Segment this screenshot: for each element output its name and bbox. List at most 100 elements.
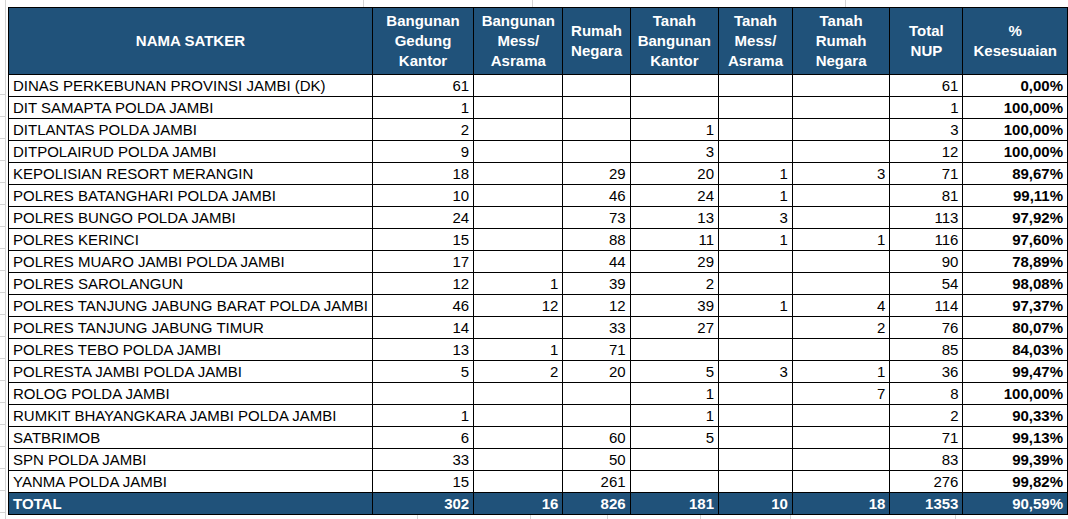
table-row[interactable]: POLRES BUNGO POLDA JAMBI247313311397,92% — [9, 207, 1068, 229]
kesesuaian-cell[interactable]: 100,00% — [963, 97, 1068, 119]
total-nup-cell[interactable]: 3 — [890, 119, 963, 141]
value-cell[interactable]: 7 — [792, 383, 889, 405]
table-row[interactable]: DINAS PERKEBUNAN PROVINSI JAMBI (DK)6161… — [9, 75, 1068, 97]
satker-name-cell[interactable]: POLRES BUNGO POLDA JAMBI — [9, 207, 373, 229]
col-header-tanah-mess-asrama[interactable]: Tanah Mess/ Asrama — [719, 8, 793, 75]
value-cell[interactable]: 1 — [719, 295, 793, 317]
value-cell[interactable]: 17 — [372, 251, 473, 273]
table-row[interactable]: POLRES TEBO POLDA JAMBI131718584,03% — [9, 339, 1068, 361]
kesesuaian-cell[interactable]: 99,47% — [963, 361, 1068, 383]
table-row[interactable]: POLRES TANJUNG JABUNG TIMUR14332727680,0… — [9, 317, 1068, 339]
value-cell[interactable] — [474, 317, 563, 339]
kesesuaian-cell[interactable]: 100,00% — [963, 141, 1068, 163]
value-cell[interactable] — [372, 383, 473, 405]
value-cell[interactable] — [792, 141, 889, 163]
value-cell[interactable] — [719, 251, 793, 273]
satker-name-cell[interactable]: POLRES TANJUNG JABUNG TIMUR — [9, 317, 373, 339]
value-cell[interactable]: 61 — [372, 75, 473, 97]
value-cell[interactable]: 3 — [630, 141, 718, 163]
col-header-tanah-rumah-negara[interactable]: Tanah Rumah Negara — [792, 8, 889, 75]
value-cell[interactable] — [792, 251, 889, 273]
value-cell[interactable] — [630, 471, 718, 493]
table-row[interactable]: POLRES BATANGHARI POLDA JAMBI10462418199… — [9, 185, 1068, 207]
table-row[interactable]: SATBRIMOB66057199,13% — [9, 427, 1068, 449]
total-nup-cell[interactable]: 114 — [890, 295, 963, 317]
table-row[interactable]: SPN POLDA JAMBI33508399,39% — [9, 449, 1068, 471]
value-cell[interactable]: 9 — [372, 141, 473, 163]
value-cell[interactable]: 5 — [630, 427, 718, 449]
table-row[interactable]: DITLANTAS POLDA JAMBI213100,00% — [9, 119, 1068, 141]
value-cell[interactable] — [474, 97, 563, 119]
total-nup-cell[interactable]: 113 — [890, 207, 963, 229]
value-cell[interactable]: 46 — [563, 185, 630, 207]
value-cell[interactable] — [563, 405, 630, 427]
value-cell[interactable] — [474, 471, 563, 493]
value-cell[interactable]: 12 — [563, 295, 630, 317]
table-row[interactable]: RUMKIT BHAYANGKARA JAMBI POLDA JAMBI1129… — [9, 405, 1068, 427]
satker-name-cell[interactable]: KEPOLISIAN RESORT MERANGIN — [9, 163, 373, 185]
value-cell[interactable] — [563, 141, 630, 163]
value-cell[interactable] — [792, 185, 889, 207]
value-cell[interactable]: 5 — [372, 361, 473, 383]
value-cell[interactable]: 1 — [630, 405, 718, 427]
value-cell[interactable]: 1 — [630, 119, 718, 141]
value-cell[interactable] — [792, 427, 889, 449]
value-cell[interactable] — [474, 427, 563, 449]
kesesuaian-cell[interactable]: 84,03% — [963, 339, 1068, 361]
value-cell[interactable]: 27 — [630, 317, 718, 339]
col-header-bangunan-mess-asrama[interactable]: Bangunan Mess/ Asrama — [474, 8, 563, 75]
table-row[interactable]: POLRES TANJUNG JABUNG BARAT POLDA JAMBI4… — [9, 295, 1068, 317]
satker-name-cell[interactable]: DITLANTAS POLDA JAMBI — [9, 119, 373, 141]
value-cell[interactable] — [719, 141, 793, 163]
value-cell[interactable]: 44 — [563, 251, 630, 273]
value-cell[interactable]: 39 — [563, 273, 630, 295]
satker-name-cell[interactable]: POLRES MUARO JAMBI POLDA JAMBI — [9, 251, 373, 273]
value-cell[interactable]: 33 — [563, 317, 630, 339]
value-cell[interactable] — [719, 427, 793, 449]
kesesuaian-cell[interactable]: 100,00% — [963, 119, 1068, 141]
value-cell[interactable]: 12 — [372, 273, 473, 295]
value-cell[interactable] — [719, 273, 793, 295]
value-cell[interactable]: 3 — [719, 361, 793, 383]
value-cell[interactable] — [474, 449, 563, 471]
satker-name-cell[interactable]: DINAS PERKEBUNAN PROVINSI JAMBI (DK) — [9, 75, 373, 97]
kesesuaian-cell[interactable]: 98,08% — [963, 273, 1068, 295]
satker-name-cell[interactable]: SATBRIMOB — [9, 427, 373, 449]
value-cell[interactable]: 33 — [372, 449, 473, 471]
kesesuaian-cell[interactable]: 99,39% — [963, 449, 1068, 471]
value-cell[interactable]: 1 — [474, 273, 563, 295]
value-cell[interactable]: 2 — [474, 361, 563, 383]
value-cell[interactable]: 20 — [563, 361, 630, 383]
value-cell[interactable] — [792, 75, 889, 97]
kesesuaian-cell[interactable]: 0,00% — [963, 75, 1068, 97]
table-row[interactable]: POLRESTA JAMBI POLDA JAMBI52205313699,47… — [9, 361, 1068, 383]
value-cell[interactable]: 1 — [719, 185, 793, 207]
total-bangunan-gedung-kantor[interactable]: 302 — [372, 493, 473, 515]
satker-name-cell[interactable]: YANMA POLDA JAMBI — [9, 471, 373, 493]
value-cell[interactable] — [630, 339, 718, 361]
value-cell[interactable]: 1 — [719, 229, 793, 251]
kesesuaian-cell[interactable]: 90,33% — [963, 405, 1068, 427]
kesesuaian-cell[interactable]: 89,67% — [963, 163, 1068, 185]
value-cell[interactable]: 3 — [792, 163, 889, 185]
value-cell[interactable]: 13 — [630, 207, 718, 229]
value-cell[interactable]: 15 — [372, 229, 473, 251]
value-cell[interactable]: 73 — [563, 207, 630, 229]
value-cell[interactable]: 2 — [630, 273, 718, 295]
value-cell[interactable]: 15 — [372, 471, 473, 493]
kesesuaian-cell[interactable]: 99,82% — [963, 471, 1068, 493]
value-cell[interactable]: 261 — [563, 471, 630, 493]
value-cell[interactable] — [719, 339, 793, 361]
total-nup-cell[interactable]: 81 — [890, 185, 963, 207]
satker-name-cell[interactable]: POLRES BATANGHARI POLDA JAMBI — [9, 185, 373, 207]
satker-name-cell[interactable]: POLRESTA JAMBI POLDA JAMBI — [9, 361, 373, 383]
value-cell[interactable] — [563, 75, 630, 97]
value-cell[interactable] — [474, 251, 563, 273]
total-row[interactable]: TOTAL 302 16 826 181 10 18 1353 90,59% — [9, 493, 1068, 515]
value-cell[interactable] — [563, 97, 630, 119]
value-cell[interactable]: 1 — [474, 339, 563, 361]
total-nup-cell[interactable]: 76 — [890, 317, 963, 339]
satker-name-cell[interactable]: SPN POLDA JAMBI — [9, 449, 373, 471]
total-nup-cell[interactable]: 12 — [890, 141, 963, 163]
value-cell[interactable] — [792, 405, 889, 427]
